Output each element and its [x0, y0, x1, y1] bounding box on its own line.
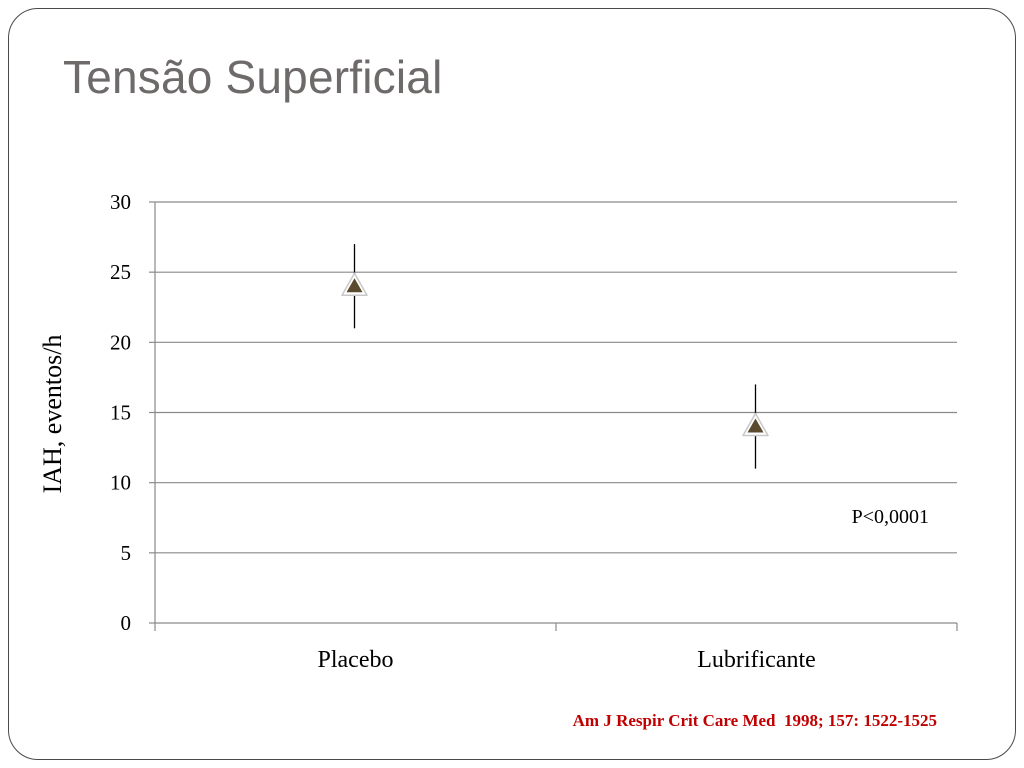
tick-labels: 0 5 10 15 20 25 30 [110, 190, 131, 635]
marker-triangle-lubrificante [747, 418, 764, 433]
y-tick-label-0: 0 [121, 611, 132, 635]
y-tick-label-20: 20 [110, 330, 131, 354]
axes [149, 201, 958, 631]
category-labels: Placebo Lubrificante [318, 647, 816, 673]
marker-triangle-placebo [346, 278, 363, 293]
data-point-lubrificante [742, 412, 769, 437]
x-tick-label-lubrificante: Lubrificante [697, 647, 816, 673]
y-tick-label-10: 10 [110, 471, 131, 495]
citation: Am J Respir Crit Care Med 1998; 157: 152… [572, 711, 937, 730]
data-marks [341, 244, 769, 469]
y-tick-label-30: 30 [110, 190, 131, 214]
data-point-placebo [341, 272, 368, 296]
slide-frame [8, 8, 1016, 760]
p-value-annotation: P<0,0001 [852, 506, 929, 528]
x-tick-label-placebo: Placebo [318, 647, 394, 673]
y-tick-label-15: 15 [110, 401, 131, 425]
y-tick-label-25: 25 [110, 260, 131, 284]
gridlines [155, 201, 957, 554]
y-axis-label: IAH, eventos/h [38, 335, 67, 494]
slide-title: Tensão Superficial [63, 51, 443, 103]
y-tick-label-5: 5 [121, 541, 132, 565]
